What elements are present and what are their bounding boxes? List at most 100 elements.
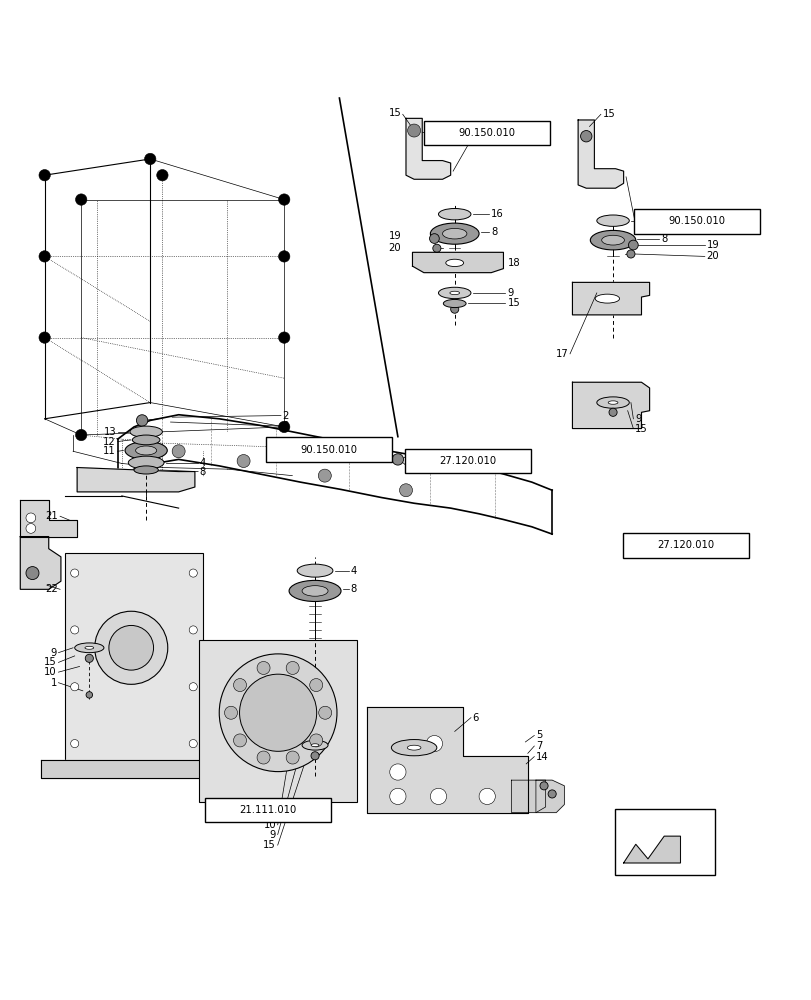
Polygon shape xyxy=(20,500,77,537)
Ellipse shape xyxy=(430,223,478,244)
Text: 8: 8 xyxy=(660,234,667,244)
Circle shape xyxy=(257,751,270,764)
Polygon shape xyxy=(535,780,564,813)
Text: 9: 9 xyxy=(507,288,513,298)
Ellipse shape xyxy=(297,564,333,577)
Ellipse shape xyxy=(109,625,153,670)
Bar xyxy=(266,437,392,462)
Circle shape xyxy=(311,752,319,760)
Circle shape xyxy=(430,788,446,804)
Text: 19: 19 xyxy=(388,231,401,241)
Circle shape xyxy=(26,513,36,523)
Text: 22: 22 xyxy=(45,584,58,594)
Circle shape xyxy=(234,734,247,747)
Text: 14: 14 xyxy=(535,752,548,762)
Ellipse shape xyxy=(594,294,619,303)
Text: 11: 11 xyxy=(103,446,116,456)
Text: 8: 8 xyxy=(200,467,206,477)
Text: 5: 5 xyxy=(535,730,542,740)
Circle shape xyxy=(71,626,79,634)
Circle shape xyxy=(580,131,591,142)
Ellipse shape xyxy=(289,580,341,601)
Circle shape xyxy=(309,734,322,747)
Circle shape xyxy=(285,751,298,764)
Circle shape xyxy=(234,679,247,692)
Text: 16: 16 xyxy=(491,209,504,219)
Polygon shape xyxy=(20,537,61,589)
Circle shape xyxy=(136,415,148,426)
Text: 8: 8 xyxy=(350,584,357,594)
Polygon shape xyxy=(572,382,649,429)
Circle shape xyxy=(628,240,637,250)
Circle shape xyxy=(86,692,92,698)
Polygon shape xyxy=(623,836,680,863)
Text: 15: 15 xyxy=(44,657,57,667)
Bar xyxy=(199,640,357,802)
Text: 27.120.010: 27.120.010 xyxy=(439,456,496,466)
Ellipse shape xyxy=(407,745,420,750)
Circle shape xyxy=(426,735,442,752)
Circle shape xyxy=(172,445,185,458)
Ellipse shape xyxy=(125,442,167,459)
Text: 15: 15 xyxy=(634,424,647,434)
Text: 4: 4 xyxy=(350,566,357,576)
Ellipse shape xyxy=(85,646,93,649)
Ellipse shape xyxy=(596,215,629,226)
Text: 15: 15 xyxy=(507,298,520,308)
Ellipse shape xyxy=(130,426,162,437)
Bar xyxy=(404,449,530,473)
Circle shape xyxy=(278,332,290,343)
Text: 6: 6 xyxy=(472,713,478,723)
Bar xyxy=(423,121,550,145)
Polygon shape xyxy=(572,282,649,315)
Ellipse shape xyxy=(135,446,157,455)
Circle shape xyxy=(450,305,458,313)
Polygon shape xyxy=(577,120,623,188)
Ellipse shape xyxy=(601,235,624,245)
Bar xyxy=(615,809,714,875)
Text: 90.150.010: 90.150.010 xyxy=(458,128,515,138)
Text: 15: 15 xyxy=(263,840,276,850)
Ellipse shape xyxy=(438,208,470,220)
Circle shape xyxy=(189,740,197,748)
Ellipse shape xyxy=(590,230,635,250)
Ellipse shape xyxy=(128,456,164,469)
Ellipse shape xyxy=(134,466,158,474)
Ellipse shape xyxy=(442,228,466,239)
Text: 10: 10 xyxy=(263,820,276,830)
Ellipse shape xyxy=(239,674,316,751)
Text: 13: 13 xyxy=(103,427,116,437)
Text: 2: 2 xyxy=(409,451,415,461)
Ellipse shape xyxy=(607,401,617,404)
Circle shape xyxy=(144,153,156,165)
Circle shape xyxy=(75,429,87,441)
Text: 3: 3 xyxy=(282,421,289,431)
Ellipse shape xyxy=(311,744,319,747)
Circle shape xyxy=(71,683,79,691)
Circle shape xyxy=(26,567,39,580)
Ellipse shape xyxy=(438,287,470,299)
Circle shape xyxy=(71,740,79,748)
Circle shape xyxy=(189,683,197,691)
Text: 10: 10 xyxy=(44,667,57,677)
Circle shape xyxy=(39,251,50,262)
Circle shape xyxy=(478,788,495,804)
Ellipse shape xyxy=(302,586,328,596)
Text: 8: 8 xyxy=(491,227,497,237)
Ellipse shape xyxy=(95,611,168,684)
Circle shape xyxy=(318,706,331,719)
Ellipse shape xyxy=(75,643,104,653)
Ellipse shape xyxy=(219,654,337,772)
Text: 18: 18 xyxy=(507,258,520,268)
Text: 12: 12 xyxy=(103,437,116,447)
Bar xyxy=(65,553,203,764)
Polygon shape xyxy=(367,707,527,813)
Ellipse shape xyxy=(443,299,466,308)
Text: 4: 4 xyxy=(200,458,206,468)
Circle shape xyxy=(237,455,250,468)
Text: 90.150.010: 90.150.010 xyxy=(300,445,357,455)
Text: 15: 15 xyxy=(602,109,615,119)
Circle shape xyxy=(189,569,197,577)
Circle shape xyxy=(71,569,79,577)
Circle shape xyxy=(278,421,290,433)
